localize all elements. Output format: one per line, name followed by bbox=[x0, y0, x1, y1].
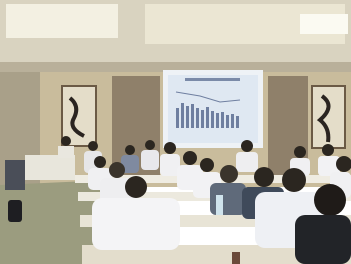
shirt bbox=[141, 150, 159, 170]
slide-bar bbox=[236, 116, 239, 128]
ceiling-light bbox=[300, 14, 348, 34]
ceiling-light bbox=[6, 4, 118, 38]
shirt bbox=[236, 152, 258, 172]
head bbox=[125, 176, 147, 198]
chair bbox=[5, 160, 25, 190]
slide-bar bbox=[211, 111, 214, 128]
head bbox=[164, 142, 176, 154]
head bbox=[314, 184, 346, 216]
speaker-body bbox=[58, 146, 74, 158]
slide-bar bbox=[196, 108, 199, 128]
head bbox=[322, 144, 334, 156]
head bbox=[88, 141, 98, 151]
slide-bar bbox=[191, 104, 194, 128]
head bbox=[109, 162, 125, 178]
bag bbox=[8, 200, 22, 222]
head bbox=[200, 158, 214, 172]
slide-bar bbox=[206, 107, 209, 128]
slide-bar bbox=[186, 106, 189, 128]
head bbox=[145, 140, 155, 150]
front-desk bbox=[25, 155, 75, 180]
head bbox=[282, 168, 306, 192]
head bbox=[241, 140, 253, 152]
slide-bar bbox=[181, 103, 184, 128]
head bbox=[125, 145, 135, 155]
shirt bbox=[210, 183, 246, 215]
head bbox=[294, 146, 306, 158]
head bbox=[254, 167, 274, 187]
seminar-photo bbox=[0, 0, 351, 264]
slide-bar bbox=[216, 113, 219, 128]
page: {} bbox=[0, 0, 351, 264]
head bbox=[220, 165, 238, 183]
bottle bbox=[232, 252, 240, 264]
head bbox=[183, 151, 197, 165]
slide-title bbox=[185, 78, 240, 81]
speaker-head bbox=[61, 136, 71, 146]
shirt bbox=[92, 198, 180, 250]
water-bottle bbox=[216, 195, 223, 215]
slide-bar bbox=[231, 114, 234, 128]
shirt bbox=[295, 215, 351, 264]
slide-bar bbox=[221, 112, 224, 128]
slide-bar bbox=[226, 115, 229, 128]
slide-bar bbox=[176, 108, 179, 128]
slide-bar bbox=[201, 110, 204, 128]
head bbox=[94, 156, 106, 168]
